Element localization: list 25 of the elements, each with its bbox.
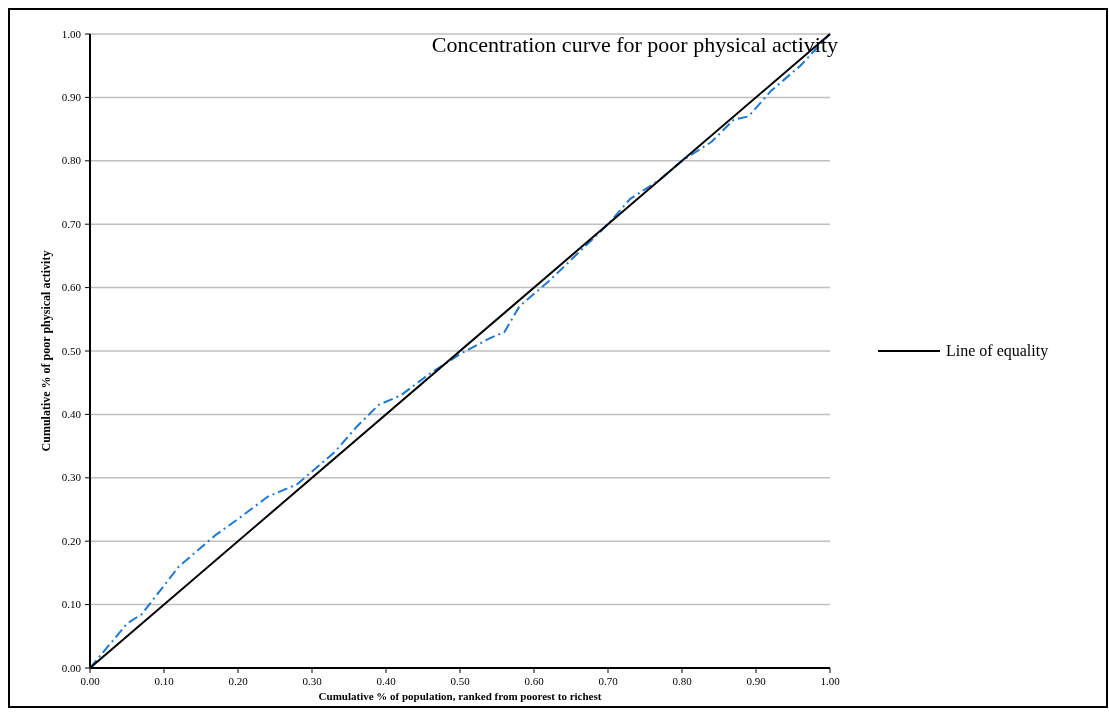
x-tick-label: 0.60 <box>524 675 545 687</box>
x-tick-label: 0.10 <box>154 675 175 687</box>
y-tick-label: 0.30 <box>61 471 82 484</box>
y-tick-label: 0.20 <box>61 534 82 547</box>
x-axis-title: Cumulative % of population, ranked from poorest to richest <box>318 690 602 702</box>
y-tick-label: 0.40 <box>61 407 82 420</box>
x-tick-label: 0.80 <box>672 675 693 687</box>
y-tick-label: 0.90 <box>61 90 82 103</box>
x-tick-label: 0.90 <box>746 675 767 687</box>
legend-label: Line of equality <box>946 342 1049 361</box>
x-tick-label: 0.40 <box>376 675 397 687</box>
y-tick-label: 0.70 <box>61 217 82 230</box>
y-tick-label: 0.00 <box>61 661 82 674</box>
y-tick-label: 0.10 <box>61 598 82 611</box>
x-tick-label: 0.70 <box>598 675 619 687</box>
x-tick-label: 0.30 <box>302 675 323 687</box>
y-tick-label: 0.50 <box>61 344 82 357</box>
x-tick-label: 0.00 <box>80 675 101 687</box>
y-tick-label: 0.80 <box>61 154 82 167</box>
y-axis-title: Cumulative % of poor physical activity <box>39 250 53 452</box>
x-tick-label: 0.50 <box>450 675 471 687</box>
y-tick-label: 0.60 <box>61 281 82 294</box>
x-tick-label: 0.20 <box>228 675 249 687</box>
x-tick-label: 1.00 <box>820 675 841 687</box>
y-tick-label: 1.00 <box>61 27 82 40</box>
